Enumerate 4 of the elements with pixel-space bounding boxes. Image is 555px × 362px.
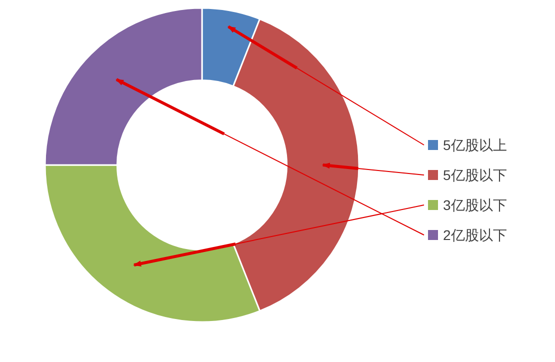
- legend-label: 2亿股以下: [443, 227, 507, 243]
- legend-label: 5亿股以下: [443, 167, 507, 183]
- legend-label: 5亿股以上: [443, 137, 507, 153]
- legend-label: 3亿股以下: [443, 197, 507, 213]
